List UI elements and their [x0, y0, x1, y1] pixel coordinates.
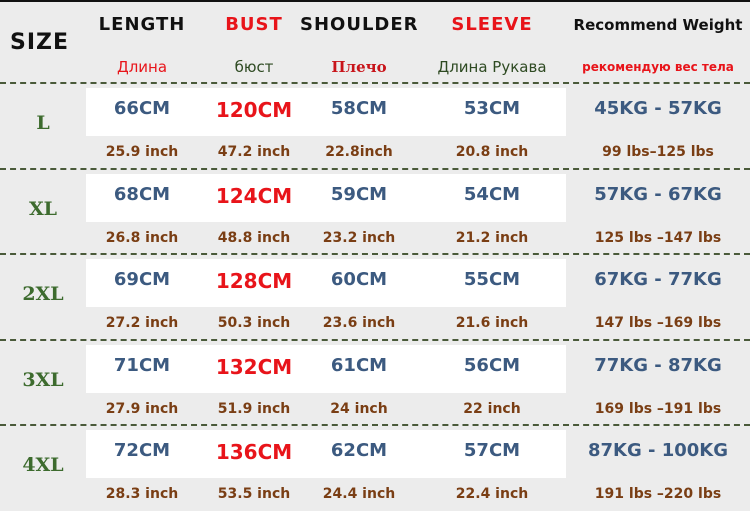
column-header-ru: бюст	[234, 58, 274, 76]
row-band	[86, 344, 566, 393]
cm-value: 72CM	[113, 440, 171, 461]
cm-value: 77KG - 87KG	[594, 354, 722, 376]
column-header-en: Recommend Weight	[573, 16, 743, 34]
inch-value: 53.5 inch	[217, 486, 291, 502]
inch-value: 23.2 inch	[322, 229, 396, 246]
inch-value: 169 lbs –191 lbs	[594, 400, 722, 417]
inch-value: 21.2 inch	[455, 229, 529, 246]
inch-value: 21.6 inch	[455, 315, 529, 331]
size-label: L	[36, 112, 50, 134]
cm-value: 57CM	[463, 440, 521, 461]
column-header-ru: Длина Рукава	[437, 58, 547, 76]
column-header-ru: Длина	[116, 58, 168, 76]
cm-value: 136CM	[215, 440, 293, 464]
inch-value: 24.4 inch	[322, 486, 396, 502]
size-label: XL	[28, 197, 58, 220]
cm-value: 55CM	[463, 269, 521, 290]
cm-value: 71CM	[113, 354, 171, 376]
size-row-xl: XL 68CM 124CM 59CM 54CM 57KG - 67KG 26.8 inch 4…	[0, 167, 750, 255]
inch-value: 25.9 inch	[105, 144, 179, 160]
column-header-en: LENGTH	[98, 14, 186, 35]
inch-value: 99 lbs–125 lbs	[602, 144, 714, 160]
cm-value: 57KG - 67KG	[594, 183, 722, 205]
inch-value: 191 lbs –220 lbs	[594, 486, 722, 502]
size-label: 4XL	[22, 454, 64, 476]
inch-value: 26.8 inch	[105, 229, 179, 246]
row-band	[86, 173, 566, 222]
inch-value: 20.8 inch	[455, 144, 529, 160]
inch-value: 48.8 inch	[217, 229, 291, 246]
cm-value: 54CM	[463, 183, 521, 205]
column-header-en: SLEEVE	[451, 14, 533, 35]
size-row-4xl: 4XL 72CM 136CM 62CM 57CM 87KG - 100KG 28.3 inc…	[0, 424, 750, 511]
row-band	[86, 88, 566, 136]
cm-value: 67KG - 77KG	[594, 269, 722, 290]
inch-value: 51.9 inch	[217, 400, 291, 417]
cm-value: 87KG - 100KG	[587, 440, 729, 461]
size-header: SIZE	[10, 30, 70, 55]
cm-value: 124CM	[215, 183, 293, 208]
inch-value: 27.2 inch	[105, 315, 179, 331]
cm-value: 53CM	[463, 98, 521, 119]
inch-value: 23.6 inch	[322, 315, 396, 331]
column-header-ru: рекомендую вес тела	[582, 60, 734, 74]
cm-value: 60CM	[330, 269, 388, 290]
inch-value: 125 lbs –147 lbs	[594, 229, 722, 246]
cm-value: 128CM	[215, 269, 293, 293]
header-row: SIZE LENGTH Длина BUST бюст SHOULDER Плечо SLE…	[0, 2, 750, 82]
inch-value: 47.2 inch	[217, 144, 291, 160]
inch-value: 27.9 inch	[105, 400, 179, 417]
size-label: 3XL	[22, 368, 64, 391]
row-band	[86, 430, 566, 478]
inch-value: 22 inch	[463, 400, 521, 417]
inch-value: 147 lbs –169 lbs	[594, 315, 722, 331]
inch-value: 50.3 inch	[217, 315, 291, 331]
cm-value: 56CM	[463, 354, 521, 376]
inch-value: 28.3 inch	[105, 486, 179, 502]
inch-value: 22.4 inch	[455, 486, 529, 502]
inch-value: 22.8inch	[325, 144, 393, 160]
cm-value: 45KG - 57KG	[594, 98, 722, 119]
size-row-l: L 66CM 120CM 58CM 53CM 45KG - 57KG 25.9 inch 47…	[0, 82, 750, 169]
column-header-en: BUST	[225, 14, 283, 35]
size-row-3xl: 3XL 71CM 132CM 61CM 56CM 77KG - 87KG 27.9 inch…	[0, 338, 750, 426]
size-row-2xl: 2XL 69CM 128CM 60CM 55CM 67KG - 77KG 27.2 inch…	[0, 253, 750, 340]
cm-value: 69CM	[113, 269, 171, 290]
cm-value: 62CM	[330, 440, 388, 461]
inch-value: 24 inch	[330, 400, 388, 417]
cm-value: 120CM	[215, 98, 293, 122]
cm-value: 61CM	[330, 354, 388, 376]
row-band	[86, 259, 566, 307]
cm-value: 68CM	[113, 183, 171, 205]
size-label: 2XL	[22, 283, 64, 305]
column-header-en: SHOULDER	[300, 14, 419, 35]
cm-value: 66CM	[113, 98, 171, 119]
cm-value: 59CM	[330, 183, 388, 205]
cm-value: 132CM	[215, 354, 293, 379]
cm-value: 58CM	[330, 98, 388, 119]
column-header-ru: Плечо	[331, 58, 387, 76]
